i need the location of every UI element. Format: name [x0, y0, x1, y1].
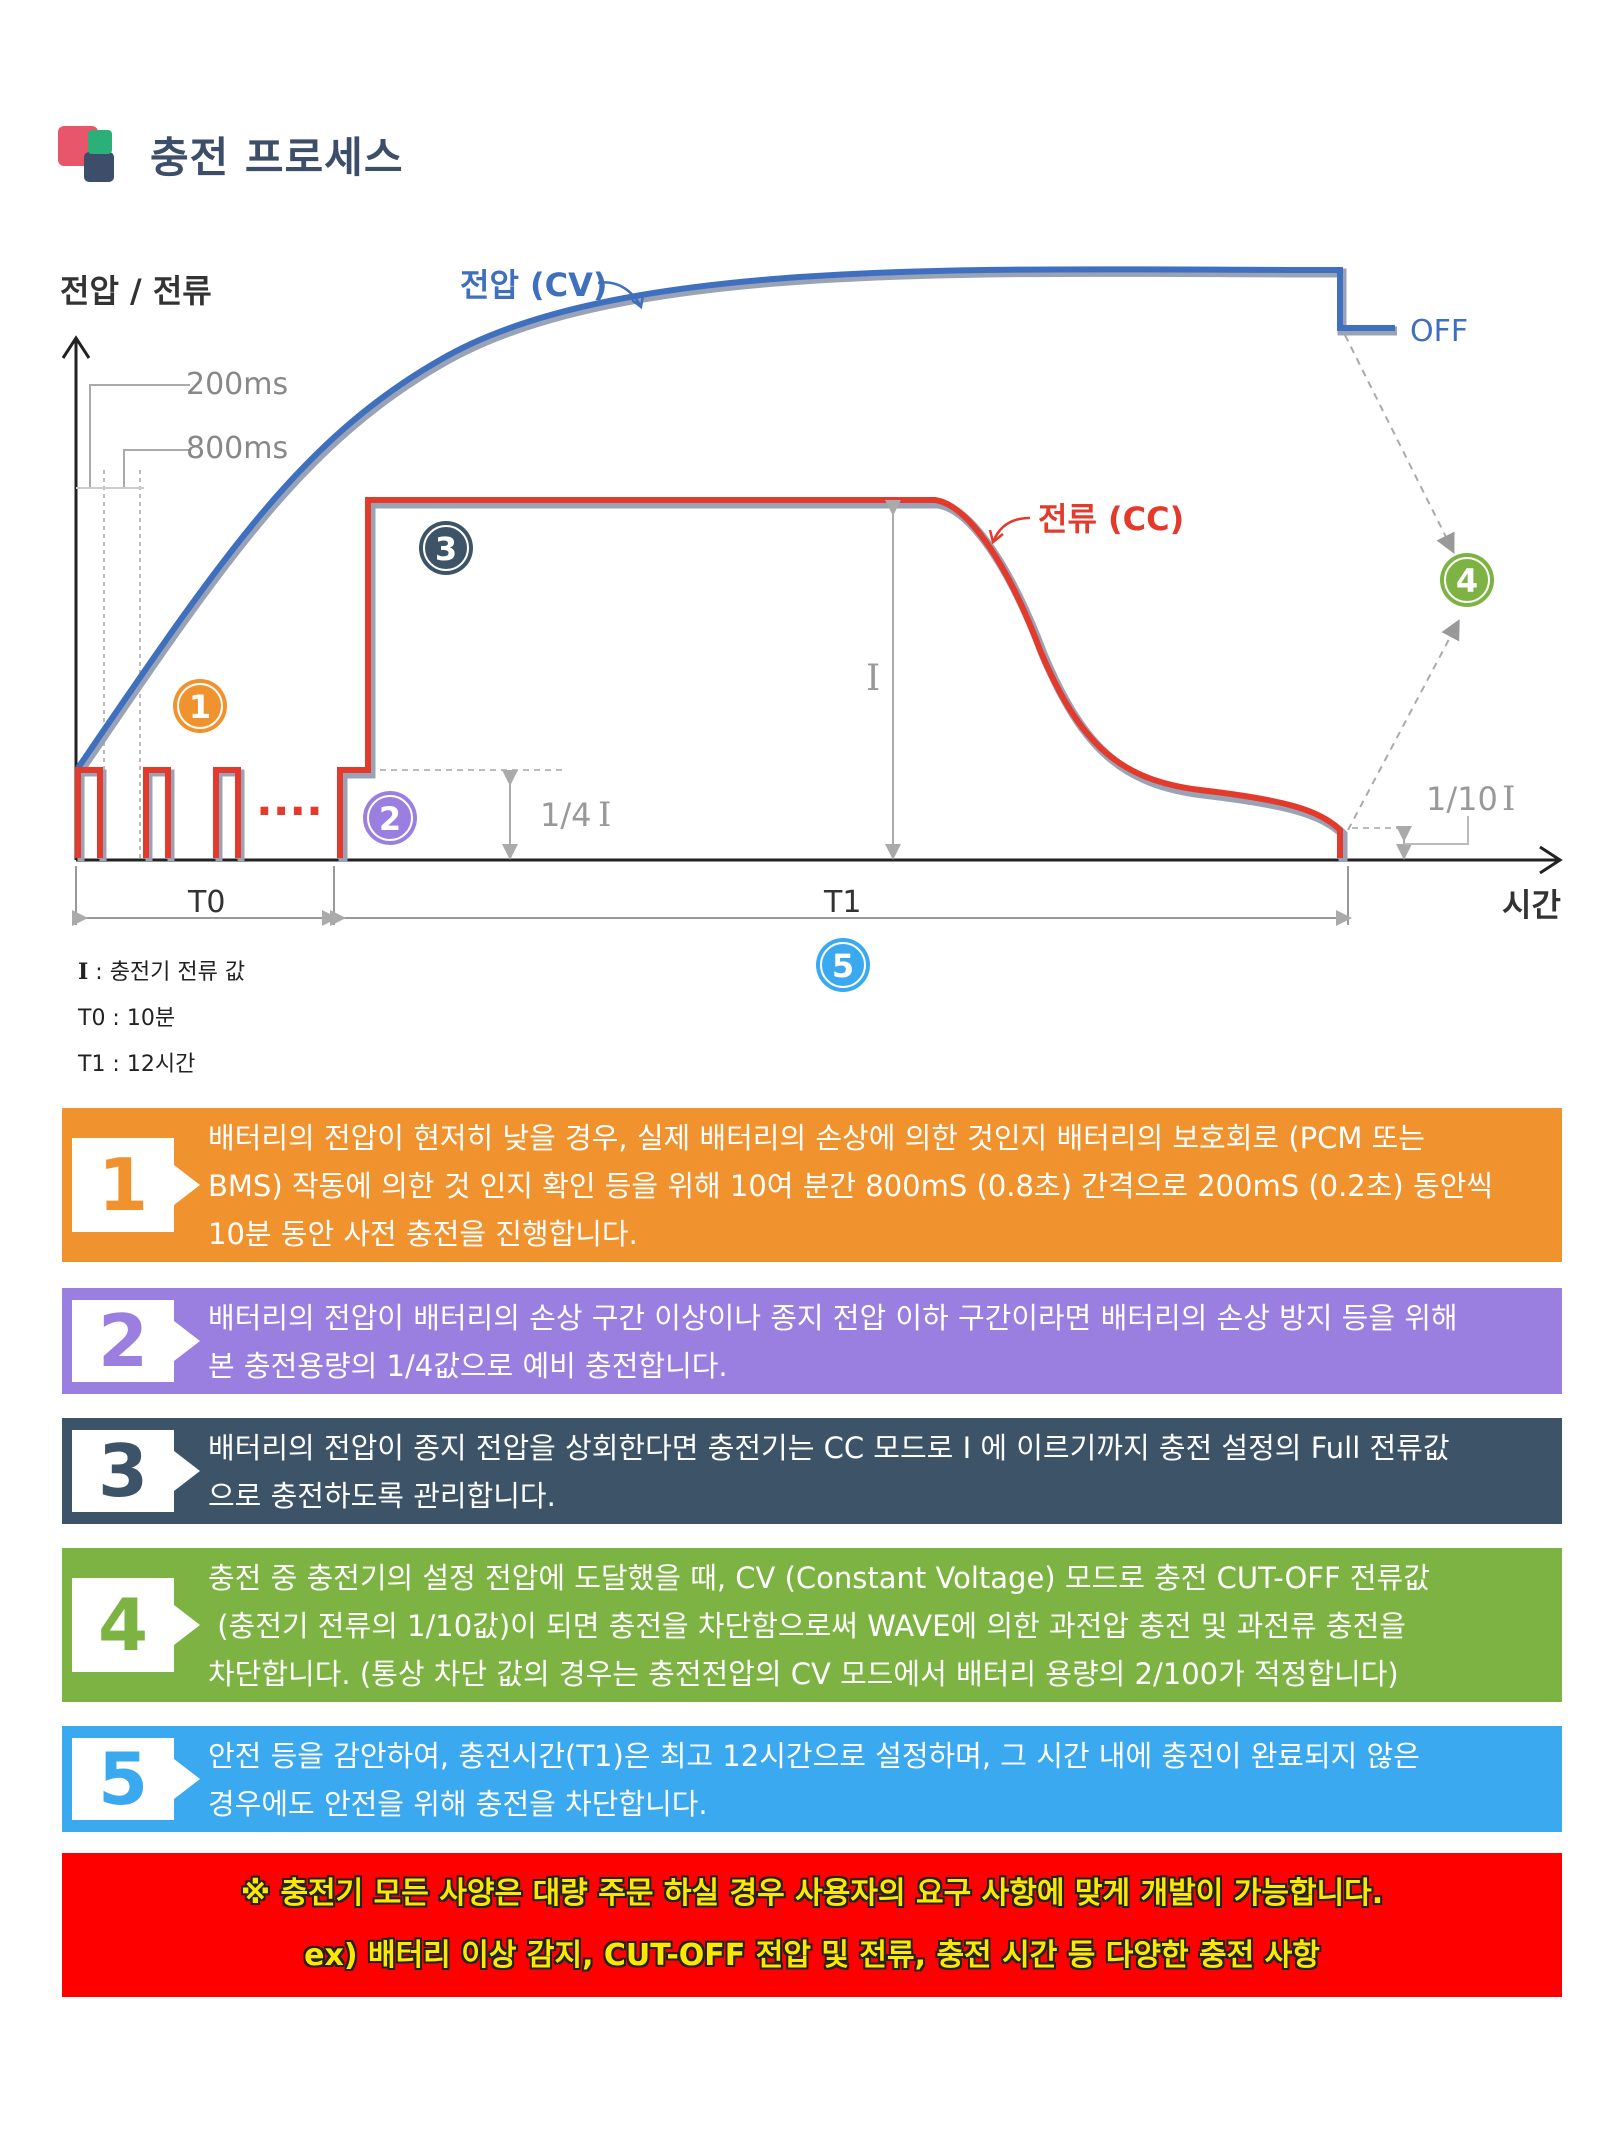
step-text-2: 배터리의 전압이 배터리의 손상 구간 이상이나 종지 전압 이하 구간이라면 …: [208, 1294, 1544, 1390]
pulse-800-guide: [123, 449, 190, 488]
step-5-line-2: 경우에도 안전을 위해 충전을 차단합니다.: [208, 1787, 708, 1821]
pulse-200-label: 200ms: [186, 367, 288, 402]
tenth-pointer: [1404, 816, 1469, 845]
pulse-200-guide: [89, 384, 190, 488]
page-title: 충전 프로세스: [150, 133, 404, 182]
current-label: 전류 (CC): [1038, 500, 1184, 538]
legend-t1: T1 : 12시간: [78, 1052, 196, 1077]
precharge-pulses: [75, 767, 245, 861]
notice-line-1: ※ 충전기 모든 사양은 대량 주문 하실 경우 사용자의 요구 사항에 맞게 …: [240, 1876, 1384, 1911]
step-box-3: 3 배터리의 전압이 종지 전압을 상회한다면 충전기는 CC 모드로 I 에 …: [62, 1418, 1562, 1524]
step-number-5: 5: [72, 1737, 200, 1821]
current-arrow-head: [988, 529, 1004, 545]
t1-label: T1: [823, 885, 861, 920]
step-number-4: 4: [72, 1578, 200, 1672]
tenth-label: 1/10: [1426, 780, 1498, 818]
step-1-line-2: BMS) 작동에 의한 것 인지 확인 등을 위해 10여 분간 800mS (…: [208, 1169, 1494, 1203]
step-4-line-2: (충전기 전류의 1/10값)이 되면 충전을 차단함으로써 WAVE에 의한 …: [208, 1609, 1406, 1643]
quarter-label: 1/4: [540, 796, 592, 834]
step-number-1: 1: [72, 1138, 200, 1232]
voltage-label-arrow-icon: [597, 281, 642, 306]
voltage-label: 전압 (CV): [460, 266, 608, 304]
marker-5: 5: [816, 938, 870, 992]
pulse-3: [213, 767, 241, 858]
pulse-continue-dots: ····: [256, 786, 323, 837]
voltage-arrow-head: [631, 294, 645, 310]
y-axis-label: 전압 / 전류: [60, 272, 212, 310]
current-curve: [337, 497, 1343, 858]
pulse-2: [143, 767, 171, 858]
brand-logo-icon: [58, 126, 120, 184]
step-text-3: 배터리의 전압이 종지 전압을 상회한다면 충전기는 CC 모드로 I 에 이르…: [208, 1424, 1544, 1520]
svg-text:3: 3: [435, 530, 457, 568]
step-text-1: 배터리의 전압이 현저히 낮을 경우, 실제 배터리의 손상에 의한 것인지 배…: [208, 1114, 1544, 1258]
marker-3: 3: [419, 521, 473, 575]
step-box-2: 2 배터리의 전압이 배터리의 손상 구간 이상이나 종지 전압 이하 구간이라…: [62, 1288, 1562, 1394]
svg-text:5: 5: [832, 947, 854, 985]
cutoff-connector-top: [1344, 334, 1455, 554]
x-axis-arrow-icon: [1539, 845, 1563, 875]
tenth-i-label: I: [1502, 779, 1515, 819]
current-label-arrow-icon: [992, 516, 1031, 541]
y-axis-arrow-icon: [61, 335, 91, 359]
svg-text:4: 4: [1456, 562, 1478, 600]
step-text-4: 충전 중 충전기의 설정 전압에 도달했을 때, CV (Constant Vo…: [208, 1554, 1544, 1698]
step-2-line-1: 배터리의 전압이 배터리의 손상 구간 이상이나 종지 전압 이하 구간이라면 …: [208, 1301, 1458, 1335]
charging-process-diagram: 전압 / 전류 시간 200ms 800ms 전압 (CV) OFF ···· …: [60, 266, 1563, 992]
x-axis-label: 시간: [1502, 886, 1561, 924]
step-text-5: 안전 등을 감안하여, 충전시간(T1)은 최고 12시간으로 설정하며, 그 …: [208, 1732, 1544, 1828]
step-1-line-1: 배터리의 전압이 현저히 낮을 경우, 실제 배터리의 손상에 의한 것인지 배…: [208, 1121, 1425, 1155]
voltage-curve: [75, 266, 1395, 770]
step-box-5: 5 안전 등을 감안하여, 충전시간(T1)은 최고 12시간으로 설정하며, …: [62, 1726, 1562, 1832]
marker-1: 1: [173, 679, 227, 733]
marker-2: 2: [363, 791, 417, 845]
off-label: OFF: [1410, 314, 1468, 349]
svg-text:1: 1: [189, 688, 211, 726]
step-3-line-1: 배터리의 전압이 종지 전압을 상회한다면 충전기는 CC 모드로 I 에 이르…: [208, 1431, 1450, 1465]
step-number-3: 3: [72, 1429, 200, 1513]
svg-text:2: 2: [379, 800, 401, 838]
step-1-line-3: 10분 동안 사전 충전을 진행합니다.: [208, 1217, 638, 1251]
pulse-800-label: 800ms: [186, 431, 288, 466]
step-2-line-2: 본 충전용량의 1/4값으로 예비 충전합니다.: [208, 1349, 728, 1383]
full-current-label: I: [866, 658, 880, 699]
step-box-4: 4 충전 중 충전기의 설정 전압에 도달했을 때, CV (Constant …: [62, 1548, 1562, 1702]
current-curve-shadow: [338, 499, 1348, 862]
quarter-i-label: I: [598, 795, 611, 835]
step-box-1: 1 배터리의 전압이 현저히 낮을 경우, 실제 배터리의 손상에 의한 것인지…: [62, 1108, 1562, 1262]
step-number-2: 2: [72, 1299, 200, 1383]
voltage-curve-shadow: [76, 267, 1397, 774]
step-5-line-1: 안전 등을 감안하여, 충전시간(T1)은 최고 12시간으로 설정하며, 그 …: [208, 1739, 1420, 1773]
pulse-1: [75, 767, 103, 858]
marker-4: 4: [1440, 553, 1494, 607]
step-4-line-1: 충전 중 충전기의 설정 전압에 도달했을 때, CV (Constant Vo…: [208, 1561, 1430, 1595]
step-3-line-2: 으로 충전하도록 관리합니다.: [208, 1479, 556, 1513]
legend-i-symbol: I: [78, 959, 89, 985]
legend-t0: T0 : 10분: [78, 1006, 176, 1031]
step-4-line-3: 차단합니다. (통상 차단 값의 경우는 충전전압의 CV 모드에서 배터리 용…: [208, 1657, 1399, 1691]
t0-label: T0: [187, 885, 225, 920]
legend-i: I : 충전기 전류 값: [78, 954, 245, 986]
notice-line-2: ex) 배터리 이상 감지, CUT-OFF 전압 및 전류, 충전 시간 등 …: [304, 1938, 1320, 1973]
customization-notice: ※ 충전기 모든 사양은 대량 주문 하실 경우 사용자의 요구 사항에 맞게 …: [62, 1853, 1562, 1997]
legend-i-text: : 충전기 전류 값: [88, 960, 246, 985]
